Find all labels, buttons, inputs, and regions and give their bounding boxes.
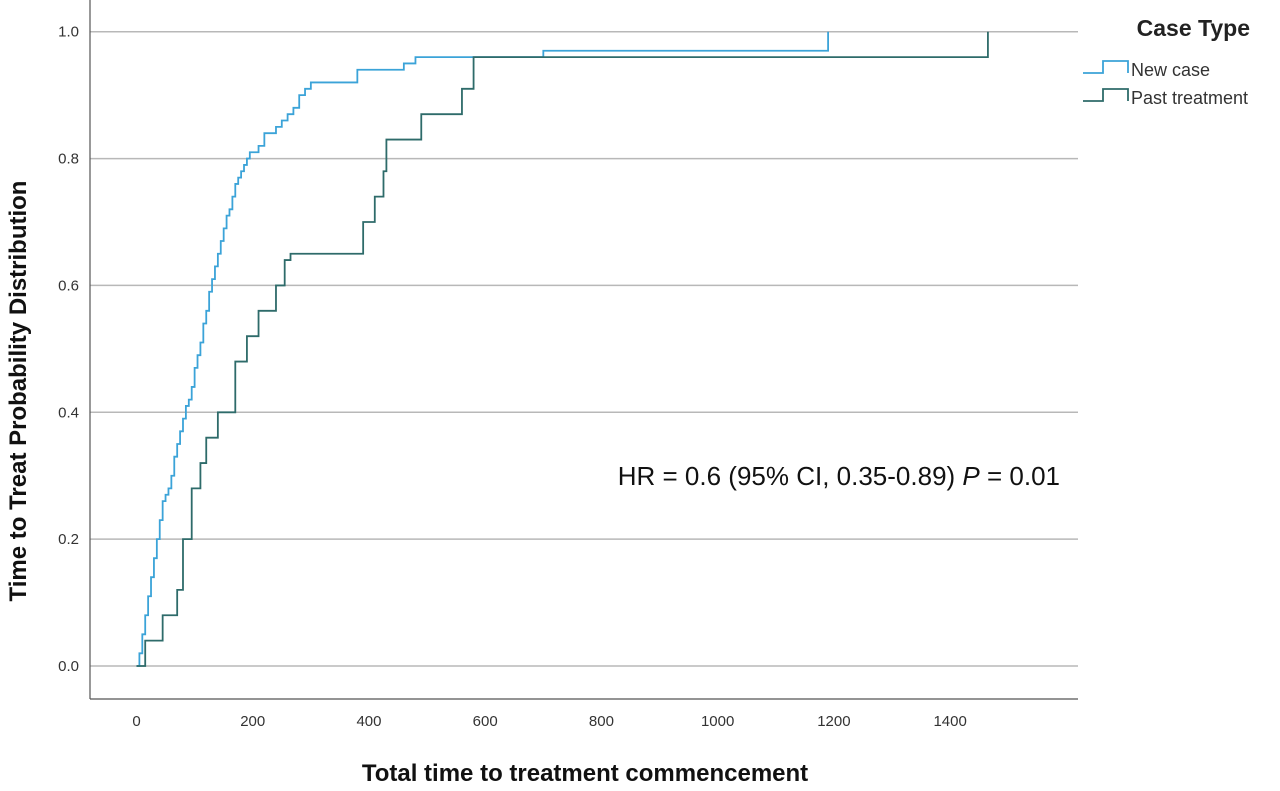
series-line-past-treatment xyxy=(136,31,989,667)
y-tick-label: 0.4 xyxy=(58,404,79,421)
y-tick-label: 0.2 xyxy=(58,531,79,548)
x-tick-label: 0 xyxy=(132,713,140,730)
y-tick-label: 1.0 xyxy=(58,24,79,41)
legend-label: New case xyxy=(1131,60,1210,80)
x-tick-label: 400 xyxy=(356,713,381,730)
x-tick-label: 1400 xyxy=(933,713,966,730)
annotation-suffix: = 0.01 xyxy=(980,461,1060,491)
annotation-p-italic: P xyxy=(962,461,980,491)
y-tick-label: 0.6 xyxy=(58,277,79,294)
annotation-prefix: HR = 0.6 (95% CI, 0.35-0.89) xyxy=(618,461,963,491)
y-tick-label: 0.8 xyxy=(58,151,79,168)
legend-swatch xyxy=(1083,60,1129,74)
x-axis-title: Total time to treatment commencement xyxy=(362,760,808,787)
grid-lines xyxy=(90,30,1078,667)
y-tick-label: 0.0 xyxy=(58,658,79,675)
legend: Case Type New case Past treatment xyxy=(1083,15,1250,108)
y-axis-title: Time to Treat Probability Distribution xyxy=(5,181,32,602)
x-tick-label: 1000 xyxy=(701,713,734,730)
legend-title: Case Type xyxy=(1137,15,1250,41)
x-tick-label: 200 xyxy=(240,713,265,730)
legend-label: Past treatment xyxy=(1131,88,1248,108)
x-tick-label: 800 xyxy=(589,713,614,730)
x-tick-label: 1200 xyxy=(817,713,850,730)
legend-swatch xyxy=(1083,88,1129,102)
axes: 0.0 0.2 0.4 0.6 0.8 1.0 0 200 400 600 800 1000 1200 1… xyxy=(58,0,1078,730)
series-line-new-case xyxy=(136,31,829,667)
x-tick-label: 600 xyxy=(473,713,498,730)
hazard-ratio-annotation: HR = 0.6 (95% CI, 0.35-0.89) P = 0.01 xyxy=(618,461,1060,491)
series-lines xyxy=(136,31,989,667)
